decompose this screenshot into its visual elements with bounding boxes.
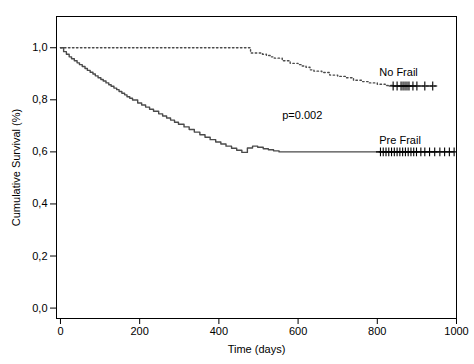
svg-text:1,0: 1,0 bbox=[32, 41, 47, 53]
svg-text:0,8: 0,8 bbox=[32, 93, 47, 105]
svg-text:0,0: 0,0 bbox=[32, 302, 47, 314]
svg-text:0,4: 0,4 bbox=[32, 197, 47, 209]
svg-text:400: 400 bbox=[210, 325, 228, 337]
svg-text:800: 800 bbox=[368, 325, 386, 337]
svg-text:600: 600 bbox=[289, 325, 307, 337]
svg-text:p=0.002: p=0.002 bbox=[282, 109, 322, 121]
svg-text:1000: 1000 bbox=[444, 325, 468, 337]
svg-text:Time (days): Time (days) bbox=[228, 343, 286, 355]
svg-text:No Frail: No Frail bbox=[379, 66, 418, 78]
svg-text:200: 200 bbox=[130, 325, 148, 337]
svg-text:Pre Frail: Pre Frail bbox=[379, 134, 421, 146]
svg-text:0,2: 0,2 bbox=[32, 250, 47, 262]
svg-text:Cumulative Survival (%): Cumulative Survival (%) bbox=[10, 109, 22, 226]
svg-text:0,6: 0,6 bbox=[32, 145, 47, 157]
svg-text:0: 0 bbox=[57, 325, 63, 337]
